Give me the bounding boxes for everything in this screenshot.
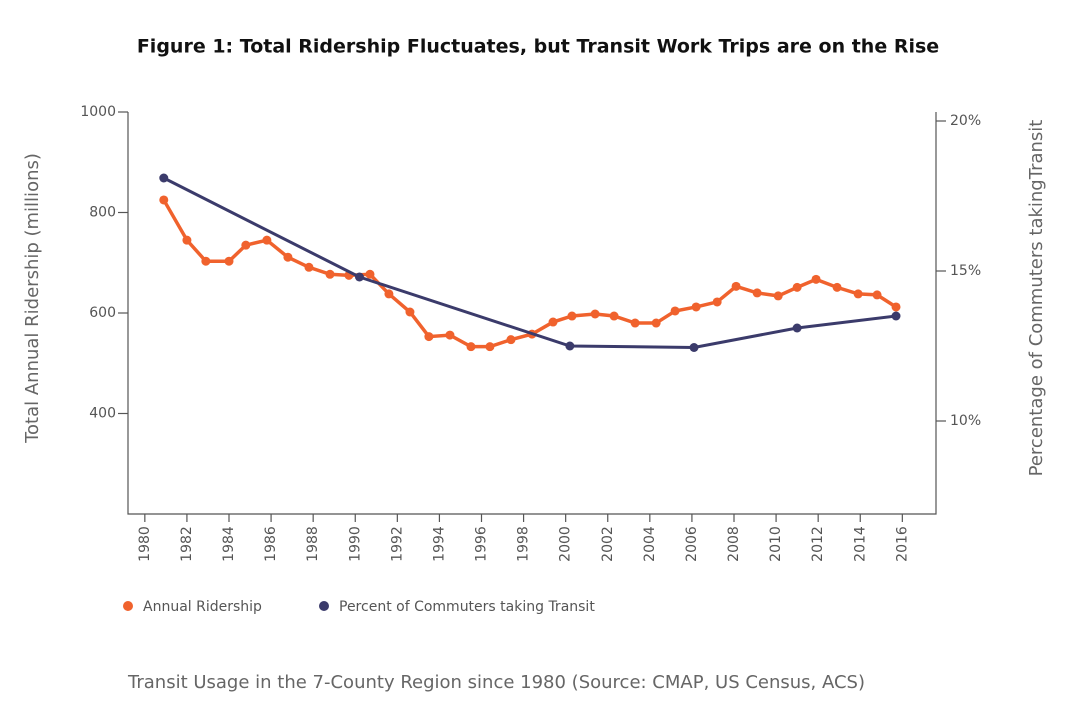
data-point bbox=[731, 281, 741, 291]
data-point bbox=[354, 272, 364, 282]
data-point bbox=[891, 302, 901, 312]
data-point bbox=[832, 282, 842, 292]
x-tick-label: 1998 bbox=[516, 526, 532, 562]
x-tick-label: 1990 bbox=[347, 526, 363, 562]
legend-label: Annual Ridership bbox=[143, 599, 262, 615]
x-tick-label: 2004 bbox=[642, 526, 658, 562]
x-tick-label: 1994 bbox=[431, 526, 447, 562]
data-point bbox=[424, 332, 434, 342]
data-point bbox=[773, 291, 783, 301]
x-tick-label: 2000 bbox=[558, 526, 574, 562]
data-point bbox=[159, 195, 169, 205]
y2-tick-label: 20% bbox=[950, 113, 981, 129]
x-tick-label: 1996 bbox=[474, 526, 490, 562]
data-point bbox=[506, 335, 516, 345]
x-tick-label: 2016 bbox=[894, 526, 910, 562]
data-point bbox=[712, 297, 722, 307]
x-tick-label: 2002 bbox=[600, 526, 616, 562]
data-point bbox=[405, 307, 415, 317]
x-tick-label: 1982 bbox=[179, 526, 195, 562]
x-tick-label: 1980 bbox=[137, 526, 153, 562]
data-point bbox=[365, 269, 375, 279]
legend-marker bbox=[123, 601, 133, 611]
y-tick-label: 400 bbox=[89, 406, 116, 422]
data-point bbox=[630, 318, 640, 328]
caption: Transit Usage in the 7-County Region sin… bbox=[127, 672, 865, 693]
y2-tick-label: 15% bbox=[950, 263, 981, 279]
data-point bbox=[752, 288, 762, 298]
y-tick-label: 600 bbox=[89, 305, 116, 321]
data-point bbox=[689, 343, 699, 352]
data-point bbox=[182, 235, 192, 245]
data-point bbox=[853, 289, 863, 299]
data-point bbox=[590, 309, 600, 319]
data-point bbox=[811, 274, 821, 284]
data-point bbox=[224, 256, 234, 266]
data-point bbox=[567, 311, 577, 321]
data-point bbox=[384, 289, 394, 299]
y-axis-title: Total Annual Ridership (millions) bbox=[22, 153, 43, 444]
x-tick-label: 1988 bbox=[305, 526, 321, 562]
x-tick-label: 2012 bbox=[810, 526, 826, 562]
data-point bbox=[159, 173, 169, 183]
data-point bbox=[485, 342, 495, 352]
x-tick-label: 1992 bbox=[389, 526, 405, 562]
y2-axis-title: Percentage of Commuters takingTransit bbox=[1026, 120, 1047, 477]
x-tick-label: 2014 bbox=[852, 526, 868, 562]
data-point bbox=[445, 330, 455, 340]
series-line bbox=[162, 199, 897, 349]
data-point bbox=[891, 311, 901, 321]
data-point bbox=[201, 256, 211, 266]
data-point bbox=[283, 252, 293, 262]
y2-tick-label: 10% bbox=[950, 413, 981, 429]
data-point bbox=[466, 342, 476, 352]
data-point bbox=[792, 323, 802, 333]
data-point bbox=[792, 282, 802, 292]
y-tick-label: 800 bbox=[89, 205, 116, 221]
data-point bbox=[670, 306, 680, 316]
data-point bbox=[565, 341, 575, 351]
chart-title: Figure 1: Total Ridership Fluctuates, bu… bbox=[137, 36, 939, 58]
y-tick-label: 1000 bbox=[80, 104, 116, 120]
data-point bbox=[872, 290, 882, 300]
data-point bbox=[548, 317, 558, 327]
data-point bbox=[241, 240, 251, 250]
axis-frame bbox=[127, 112, 937, 515]
data-point bbox=[304, 262, 314, 272]
x-tick-label: 2008 bbox=[726, 526, 742, 562]
data-point bbox=[691, 302, 701, 312]
x-tick-label: 2010 bbox=[768, 526, 784, 562]
data-point bbox=[609, 311, 619, 321]
x-tick-label: 2006 bbox=[684, 526, 700, 562]
data-point bbox=[325, 269, 335, 279]
x-tick-label: 1984 bbox=[221, 526, 237, 562]
legend-label: Percent of Commuters taking Transit bbox=[339, 599, 595, 615]
data-point bbox=[262, 235, 272, 245]
series-line bbox=[163, 176, 897, 350]
x-tick-label: 1986 bbox=[263, 526, 279, 562]
data-point bbox=[651, 318, 661, 328]
legend-marker bbox=[319, 601, 329, 611]
